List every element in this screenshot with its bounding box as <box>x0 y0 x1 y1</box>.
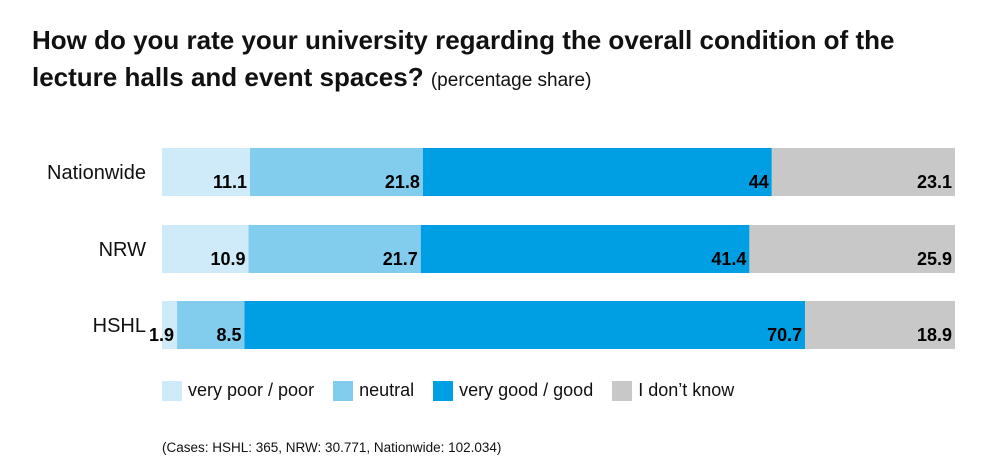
bar-segment-nationwide-dont-know <box>771 148 955 196</box>
legend-label-very-good-good: very good / good <box>459 380 594 400</box>
legend-label-very-poor-poor: very poor / poor <box>188 380 315 400</box>
legend-item-neutral: neutral <box>333 380 414 401</box>
value-label-nrw-dont-know: 25.9 <box>917 249 952 269</box>
category-label-hshl: HSHL <box>93 315 146 337</box>
value-label-hshl-very-good-good: 70.7 <box>767 325 802 345</box>
legend-swatch-very-good-good <box>433 380 454 401</box>
bar-segment-nrw-very-poor-poor <box>162 225 249 273</box>
chart-legend: very poor / poor neutral very good / goo… <box>162 380 753 401</box>
legend-item-very-good-good: very good / good <box>433 380 593 401</box>
chart-title-sub: (percentage share) <box>430 70 592 91</box>
legend-swatch-dont-know <box>612 380 633 401</box>
bar-segment-nationwide-very-poor-poor <box>162 148 251 196</box>
value-label-nrw-very-poor-poor: 10.9 <box>210 249 245 269</box>
value-label-nrw-very-good-good: 41.4 <box>711 249 746 269</box>
bar-segment-hshl-very-poor-poor <box>162 301 178 349</box>
category-label-nationwide: Nationwide <box>47 162 146 184</box>
bar-segment-nrw-dont-know <box>749 225 955 273</box>
chart-title: How do you rate your university regardin… <box>32 22 962 99</box>
legend-label-neutral: neutral <box>359 380 415 400</box>
category-label-nrw: NRW <box>99 239 147 261</box>
value-label-nrw-neutral: 21.7 <box>383 249 418 269</box>
bar-segment-hshl-very-good-good <box>244 301 806 349</box>
legend-item-dont-know: I don’t know <box>612 380 734 401</box>
chart-title-main: How do you rate your university regardin… <box>32 25 895 92</box>
bar-segment-nationwide-neutral <box>250 148 423 196</box>
bar-segment-nationwide-very-good-good <box>422 148 772 196</box>
chart-footnote: (Cases: HSHL: 365, NRW: 30.771, Nationwi… <box>162 440 502 455</box>
value-label-nationwide-very-good-good: 44 <box>749 172 769 192</box>
legend-item-very-poor-poor: very poor / poor <box>162 380 314 401</box>
bar-segment-nrw-very-good-good <box>420 225 750 273</box>
bar-segment-hshl-neutral <box>177 301 245 349</box>
value-label-hshl-neutral: 8.5 <box>216 325 241 345</box>
legend-swatch-neutral <box>333 380 354 401</box>
value-label-nationwide-neutral: 21.8 <box>385 172 420 192</box>
value-label-hshl-very-poor-poor: 1.9 <box>149 325 174 345</box>
value-label-nationwide-very-poor-poor: 11.1 <box>213 172 247 192</box>
legend-label-dont-know: I don’t know <box>638 380 735 400</box>
value-label-nationwide-dont-know: 23.1 <box>917 172 952 192</box>
value-label-hshl-dont-know: 18.9 <box>917 325 952 345</box>
bar-segment-nrw-neutral <box>248 225 421 273</box>
legend-swatch-very-poor-poor <box>162 380 182 401</box>
bar-segment-hshl-dont-know <box>805 301 955 349</box>
